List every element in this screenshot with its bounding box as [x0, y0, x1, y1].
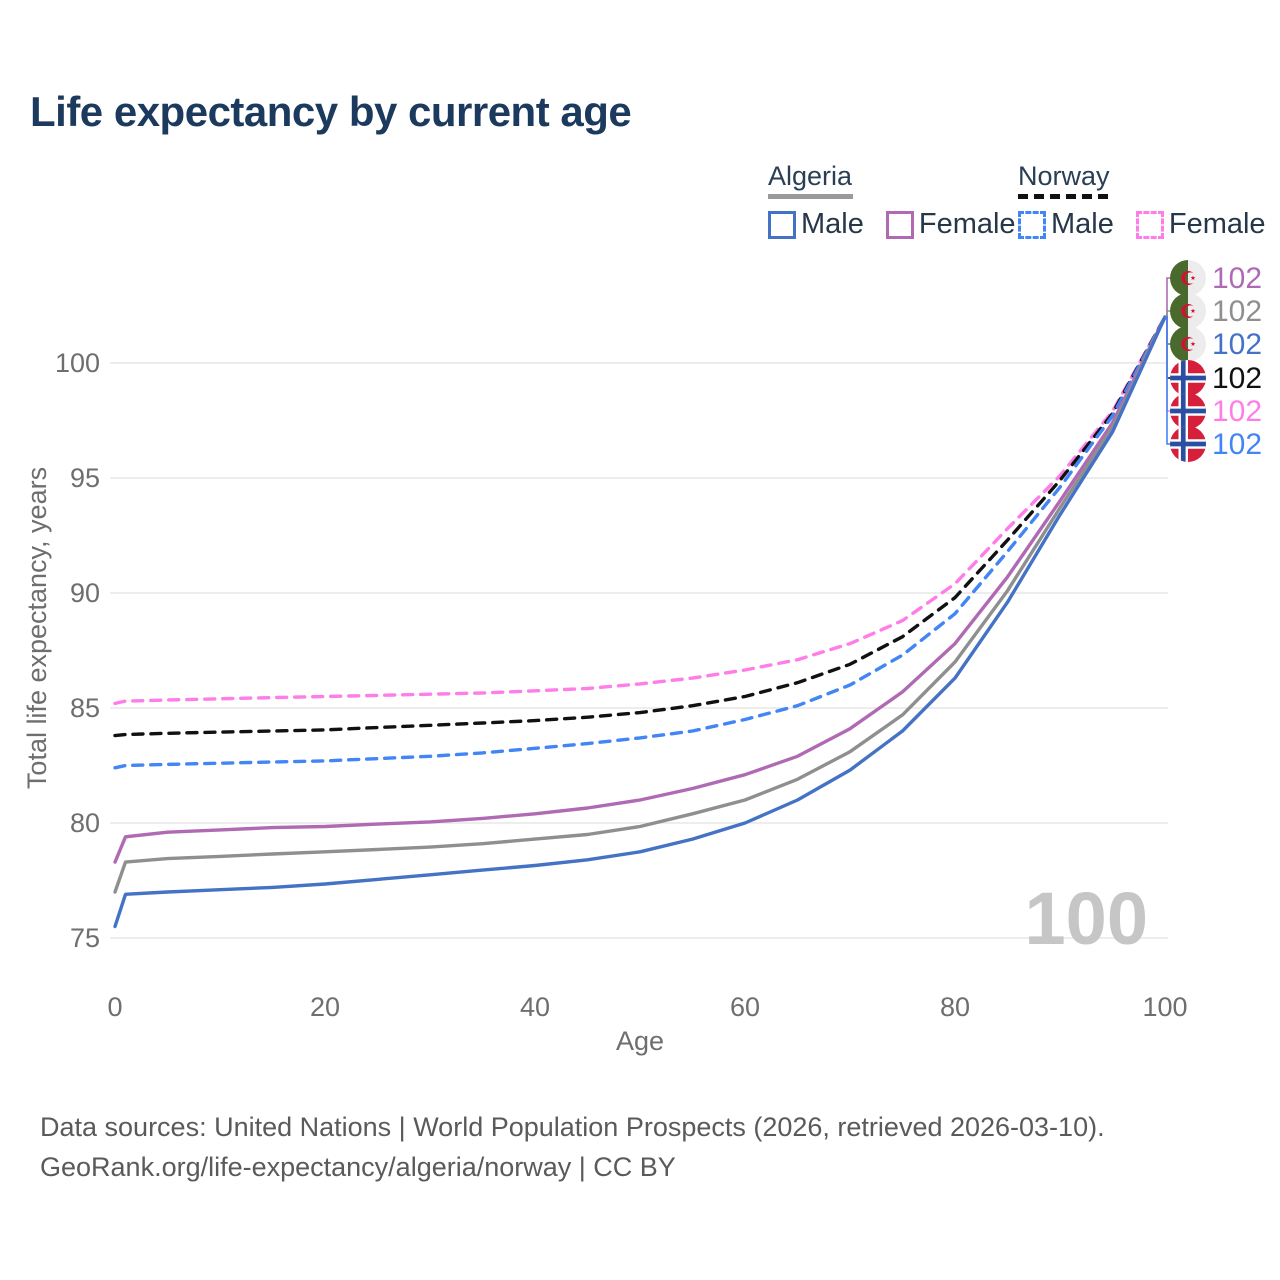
- legend-line-sample-norway-both: [1018, 194, 1110, 200]
- legend-swatch-norway-male: [1018, 210, 1046, 239]
- legend-label: Male: [801, 208, 864, 241]
- end-label-value-algeria-female[interactable]: 102: [1212, 262, 1262, 295]
- legend-item-algeria-male[interactable]: Male: [768, 208, 864, 241]
- y-tick-label-95: 95: [70, 463, 100, 493]
- y-tick-label-90: 90: [70, 578, 100, 608]
- age-watermark: 100: [1025, 877, 1148, 960]
- legend-item-norway-female[interactable]: Female: [1135, 208, 1266, 241]
- end-label-value-algeria-male[interactable]: 102: [1212, 328, 1262, 361]
- end-label-value-algeria[interactable]: 102: [1212, 295, 1262, 328]
- legend-swatch-algeria-male: [768, 210, 796, 239]
- legend-line-sample-algeria-both: [768, 194, 853, 200]
- y-tick-label-80: 80: [70, 808, 100, 838]
- x-tick-label-0: 0: [107, 992, 122, 1022]
- x-axis-title: Age: [616, 1026, 664, 1056]
- y-tick-label-85: 85: [70, 693, 100, 723]
- data-sources-line: Data sources: United Nations | World Pop…: [40, 1112, 1105, 1142]
- x-tick-label-20: 20: [310, 992, 340, 1022]
- algeria-flag-icon: [1170, 260, 1206, 296]
- x-tick-label-60: 60: [730, 992, 760, 1022]
- norway-flag-icon: [1170, 360, 1206, 396]
- x-tick-label-100: 100: [1142, 992, 1187, 1022]
- algeria-flag-icon: [1170, 326, 1206, 362]
- legend-country-norway[interactable]: Norway: [1018, 161, 1110, 191]
- x-tick-label-80: 80: [940, 992, 970, 1022]
- series-line-algeria-male[interactable]: [113, 315, 1167, 929]
- page-title: Life expectancy by current age: [30, 88, 632, 135]
- legend-label: Male: [1051, 208, 1114, 241]
- legend-item-norway-male[interactable]: Male: [1018, 208, 1114, 241]
- legend-country-algeria[interactable]: Algeria: [768, 161, 853, 191]
- chart-footer: Data sources: United Nations | World Pop…: [40, 1108, 1105, 1188]
- attribution-line[interactable]: GeoRank.org/life-expectancy/algeria/norw…: [40, 1151, 676, 1182]
- series-line-norway-male[interactable]: [113, 315, 1167, 770]
- y-tick-label-75: 75: [70, 923, 100, 953]
- y-tick-label-100: 100: [55, 348, 100, 378]
- end-label-value-norway-male[interactable]: 102: [1212, 428, 1262, 461]
- legend-group-norway: Norway Male Female: [1018, 162, 1266, 241]
- legend-swatch-algeria-female: [885, 210, 914, 239]
- algeria-flag-icon: [1170, 293, 1206, 329]
- norway-flag-icon: [1170, 426, 1206, 462]
- y-axis-title: Total life expectancy, years: [22, 467, 52, 789]
- series-line-algeria-female[interactable]: [113, 315, 1167, 864]
- legend-label: Female: [1168, 208, 1266, 241]
- legend-item-algeria-female[interactable]: Female: [885, 208, 1016, 241]
- legend-swatch-norway-female: [1135, 210, 1164, 239]
- x-tick-label-40: 40: [520, 992, 550, 1022]
- norway-flag-icon: [1170, 393, 1206, 429]
- legend-group-algeria: Algeria Male Female: [768, 162, 1016, 241]
- legend-label: Female: [918, 208, 1016, 241]
- series-line-norway-female[interactable]: [113, 315, 1167, 706]
- end-label-value-norway[interactable]: 102: [1212, 362, 1262, 395]
- series-line-norway[interactable]: [113, 315, 1167, 738]
- end-label-value-norway-female[interactable]: 102: [1212, 395, 1262, 428]
- series-line-algeria[interactable]: [113, 315, 1167, 894]
